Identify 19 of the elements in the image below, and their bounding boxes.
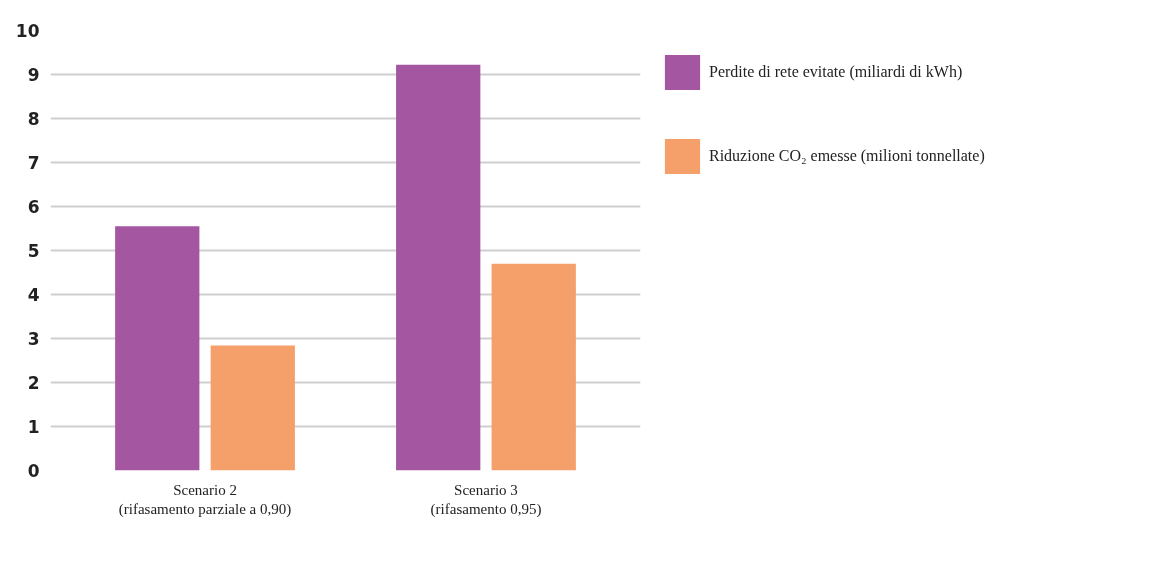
legend-label: Perdite di rete evitate (miliardi di kWh) [709, 63, 963, 81]
y-tick-label: 3 [27, 329, 40, 349]
y-tick-label: 2 [27, 373, 40, 393]
y-tick-label: 7 [27, 153, 40, 173]
y-tick-label: 8 [27, 109, 40, 129]
y-tick-label: 10 [15, 21, 40, 41]
bar [115, 226, 200, 471]
legend-label: Riduzione CO₂ emesse (milioni tonnellate) [709, 147, 985, 165]
y-tick-label: 1 [27, 417, 40, 437]
y-tick-label: 0 [27, 461, 40, 481]
bar [491, 263, 576, 471]
y-tick-label: 6 [27, 197, 40, 217]
y-tick-label: 4 [27, 285, 40, 305]
x-tick-label: Scenario 2 (rifasamento parziale a 0,90) [118, 481, 292, 518]
x-tick-label: Scenario 3 (rifasamento 0,95) [430, 481, 542, 518]
y-tick-label: 5 [27, 241, 40, 261]
bar [210, 345, 295, 471]
y-tick-label: 9 [27, 65, 40, 85]
bar [396, 64, 481, 471]
